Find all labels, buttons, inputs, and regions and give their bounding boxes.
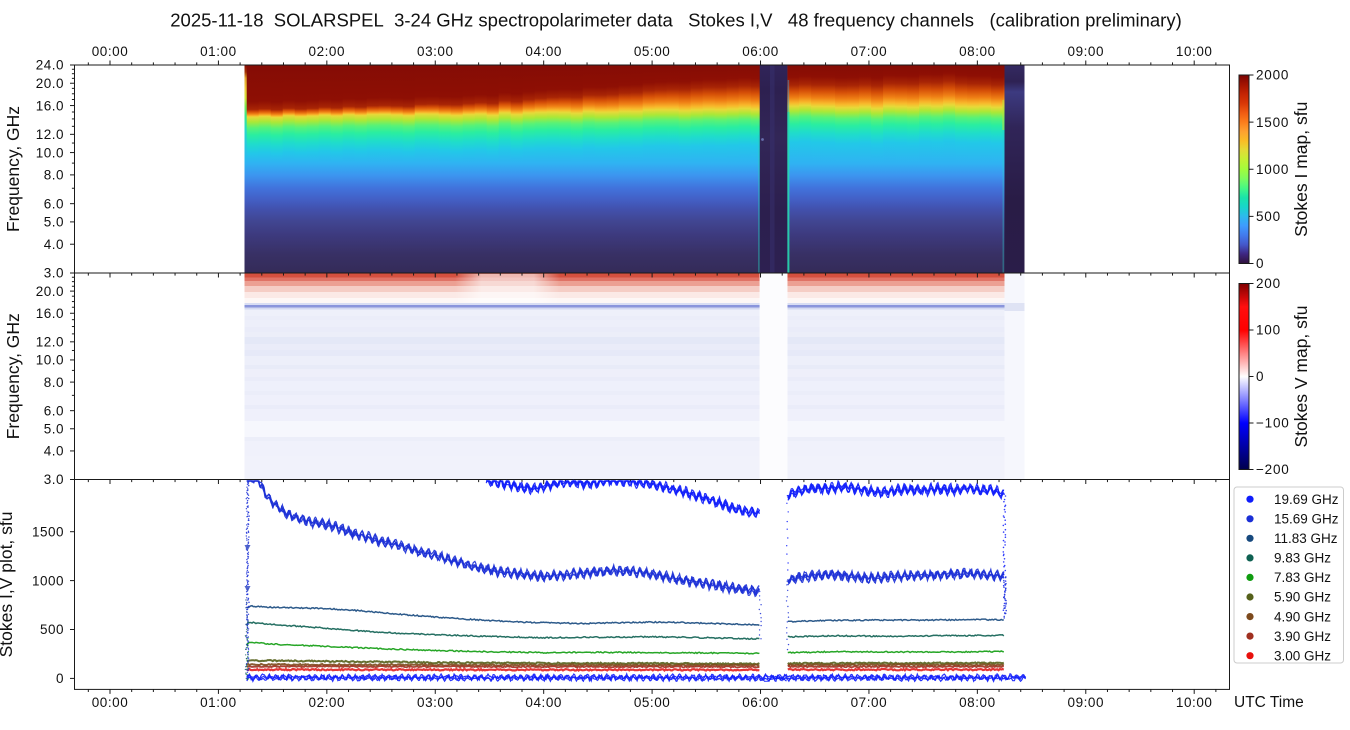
svg-text:24.0: 24.0 — [36, 58, 64, 73]
svg-text:5.0: 5.0 — [44, 215, 64, 230]
svg-text:08:00: 08:00 — [959, 44, 996, 59]
svg-text:11.83 GHz: 11.83 GHz — [1274, 531, 1338, 546]
svg-text:03:00: 03:00 — [417, 695, 454, 710]
svg-text:15.69 GHz: 15.69 GHz — [1274, 512, 1339, 527]
svg-text:5.0: 5.0 — [44, 422, 64, 437]
svg-text:5.90 GHz: 5.90 GHz — [1274, 590, 1331, 605]
svg-text:1000: 1000 — [1256, 162, 1289, 177]
svg-text:05:00: 05:00 — [634, 695, 671, 710]
svg-text:−200: −200 — [1256, 462, 1290, 477]
svg-text:Frequency, GHz: Frequency, GHz — [3, 313, 23, 439]
svg-text:10:00: 10:00 — [1176, 44, 1213, 59]
svg-text:10.0: 10.0 — [36, 353, 64, 368]
svg-text:04:00: 04:00 — [525, 695, 562, 710]
svg-text:2000: 2000 — [1256, 68, 1289, 83]
svg-text:05:00: 05:00 — [634, 44, 671, 59]
svg-text:09:00: 09:00 — [1068, 695, 1105, 710]
svg-text:7.83 GHz: 7.83 GHz — [1274, 570, 1331, 585]
svg-text:1000: 1000 — [32, 573, 64, 588]
svg-text:00:00: 00:00 — [92, 44, 129, 59]
svg-text:3.0: 3.0 — [44, 472, 64, 487]
svg-text:Stokes I map, sfu: Stokes I map, sfu — [1291, 102, 1311, 237]
svg-text:06:00: 06:00 — [742, 44, 779, 59]
svg-text:20.0: 20.0 — [36, 284, 64, 299]
svg-text:8.0: 8.0 — [44, 168, 64, 183]
svg-text:12.0: 12.0 — [36, 335, 64, 350]
svg-text:200: 200 — [1256, 276, 1281, 291]
svg-text:4.0: 4.0 — [44, 237, 64, 252]
svg-text:UTC Time: UTC Time — [1234, 694, 1304, 711]
svg-text:09:00: 09:00 — [1068, 44, 1105, 59]
svg-text:3.90 GHz: 3.90 GHz — [1274, 629, 1331, 644]
svg-text:01:00: 01:00 — [200, 44, 237, 59]
svg-text:9.83 GHz: 9.83 GHz — [1274, 551, 1331, 566]
svg-text:3.0: 3.0 — [44, 266, 64, 281]
svg-text:02:00: 02:00 — [309, 44, 346, 59]
svg-text:4.90 GHz: 4.90 GHz — [1274, 609, 1331, 624]
svg-text:20.0: 20.0 — [36, 76, 64, 91]
svg-text:04:00: 04:00 — [525, 44, 562, 59]
svg-text:02:00: 02:00 — [309, 695, 346, 710]
svg-text:Frequency, GHz: Frequency, GHz — [3, 106, 23, 232]
svg-text:6.0: 6.0 — [44, 196, 64, 211]
svg-text:08:00: 08:00 — [959, 695, 996, 710]
svg-text:−100: −100 — [1256, 416, 1290, 431]
svg-text:100: 100 — [1256, 323, 1281, 338]
svg-text:12.0: 12.0 — [36, 127, 64, 142]
svg-text:07:00: 07:00 — [851, 44, 888, 59]
svg-text:00:00: 00:00 — [92, 695, 129, 710]
svg-text:500: 500 — [1256, 209, 1281, 224]
svg-text:10.0: 10.0 — [36, 145, 64, 160]
svg-text:0: 0 — [56, 671, 64, 686]
svg-text:Stokes V map, sfu: Stokes V map, sfu — [1291, 305, 1311, 447]
svg-text:Stokes I,V plot, sfu: Stokes I,V plot, sfu — [0, 511, 16, 657]
svg-text:1500: 1500 — [32, 524, 64, 539]
svg-text:0: 0 — [1256, 256, 1264, 271]
svg-text:10:00: 10:00 — [1176, 695, 1213, 710]
svg-text:01:00: 01:00 — [200, 695, 237, 710]
svg-text:500: 500 — [40, 622, 64, 637]
svg-text:0: 0 — [1256, 369, 1264, 384]
svg-text:19.69 GHz: 19.69 GHz — [1274, 492, 1339, 507]
svg-text:07:00: 07:00 — [851, 695, 888, 710]
svg-text:2025-11-18 SOLARSPEL 3-24 GH: 2025-11-18 SOLARSPEL 3-24 GHz spectropol… — [170, 10, 1181, 31]
svg-text:4.0: 4.0 — [44, 444, 64, 459]
svg-text:3.00 GHz: 3.00 GHz — [1274, 648, 1331, 663]
svg-text:16.0: 16.0 — [36, 306, 64, 321]
svg-text:8.0: 8.0 — [44, 375, 64, 390]
svg-text:6.0: 6.0 — [44, 403, 64, 418]
svg-text:03:00: 03:00 — [417, 44, 454, 59]
svg-text:16.0: 16.0 — [36, 98, 64, 113]
svg-text:06:00: 06:00 — [742, 695, 779, 710]
svg-text:1500: 1500 — [1256, 115, 1289, 130]
